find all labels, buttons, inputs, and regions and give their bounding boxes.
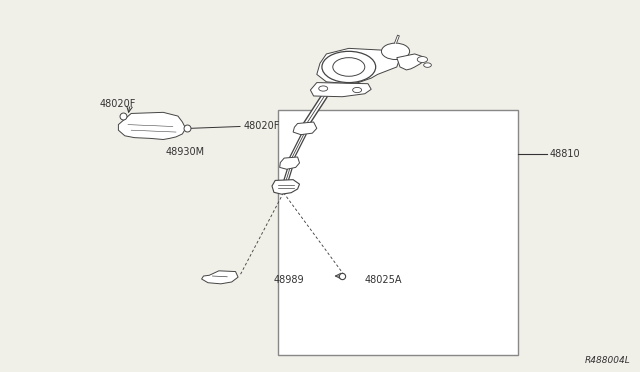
Circle shape <box>322 51 376 83</box>
Circle shape <box>424 63 431 67</box>
Text: 48930M: 48930M <box>165 147 204 157</box>
Circle shape <box>319 86 328 91</box>
Circle shape <box>333 58 365 76</box>
Text: 48020F: 48020F <box>99 99 136 109</box>
Text: R488004L: R488004L <box>585 356 630 365</box>
Circle shape <box>353 87 362 93</box>
Polygon shape <box>397 54 422 70</box>
Polygon shape <box>202 271 238 284</box>
Circle shape <box>381 43 410 60</box>
Polygon shape <box>118 112 186 140</box>
Text: 48810: 48810 <box>549 150 580 159</box>
Text: 48025A: 48025A <box>365 275 403 285</box>
Polygon shape <box>317 48 400 84</box>
Polygon shape <box>280 157 300 169</box>
Polygon shape <box>272 180 300 194</box>
Circle shape <box>417 57 428 62</box>
Text: 48020F: 48020F <box>243 122 280 131</box>
Text: 48989: 48989 <box>274 275 305 285</box>
Polygon shape <box>310 83 371 97</box>
Polygon shape <box>293 122 317 135</box>
Bar <box>278 110 518 355</box>
